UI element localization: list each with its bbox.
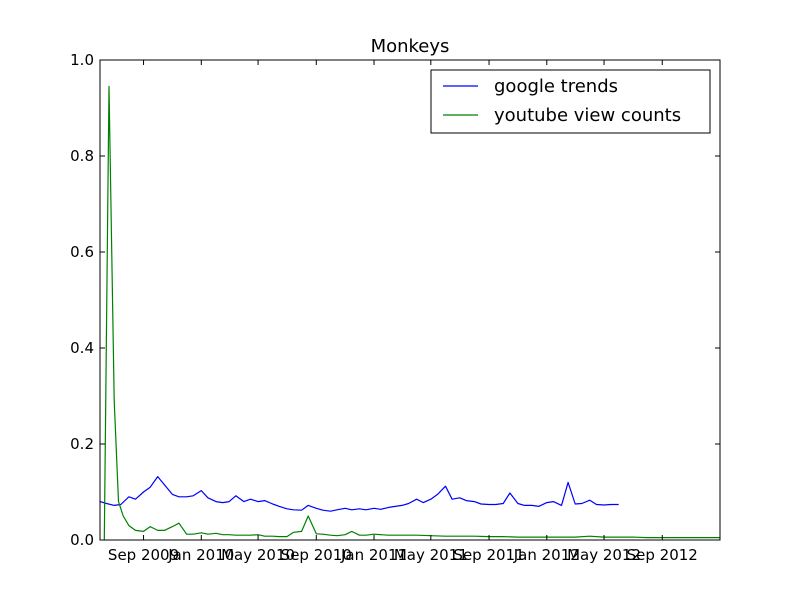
x-tick-label: Sep 2009 [108, 546, 179, 564]
y-axis: 0.0 0.2 0.4 0.6 0.8 1.0 [70, 51, 720, 549]
x-tick-label: May 2010 [221, 546, 295, 564]
axes-frame [99, 59, 721, 541]
x-tick-label: Jan 2010 [167, 546, 234, 564]
x-tick-label: Jan 2012 [513, 546, 580, 564]
y-tick-label: 0.4 [70, 339, 94, 357]
series-line-0 [99, 476, 619, 512]
legend: google trends youtube view counts [430, 69, 711, 134]
x-tick-label: Sep 2012 [627, 546, 698, 564]
x-tick-label: May 2012 [567, 546, 641, 564]
y-tick-label: 0.0 [70, 531, 94, 549]
chart-title: Monkeys [371, 36, 450, 57]
legend-box [430, 69, 711, 134]
series-line-1 [103, 85, 720, 541]
x-tick-label: Jan 2011 [340, 546, 407, 564]
y-tick-label: 0.8 [70, 147, 94, 165]
series-layer [99, 85, 720, 541]
x-tick-label: Sep 2011 [453, 546, 524, 564]
x-tick-label: Sep 2010 [281, 546, 352, 564]
y-tick-label: 0.6 [70, 243, 94, 261]
y-tick-label: 0.2 [70, 435, 94, 453]
legend-label: google trends [494, 76, 618, 97]
legend-label: youtube view counts [494, 105, 681, 126]
y-tick-label: 1.0 [70, 51, 94, 69]
x-tick-label: May 2011 [394, 546, 468, 564]
